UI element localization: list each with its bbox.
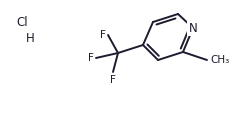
Text: F: F [100, 30, 106, 40]
Text: N: N [189, 21, 197, 35]
Text: Cl: Cl [16, 15, 28, 28]
Text: F: F [110, 75, 116, 85]
Text: F: F [88, 53, 94, 63]
Text: CH₃: CH₃ [210, 55, 229, 65]
Text: H: H [26, 31, 34, 44]
